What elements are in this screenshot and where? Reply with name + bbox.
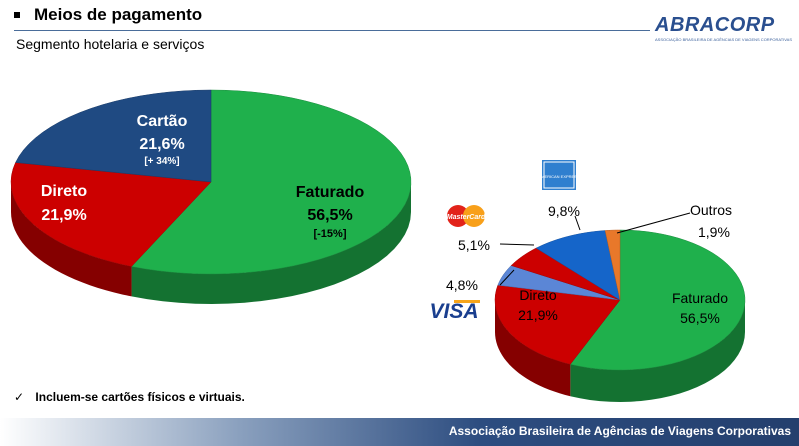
title-rule (14, 30, 650, 31)
right-pie-top (494, 229, 746, 371)
right-pie-side (495, 300, 745, 402)
right-value-outros: 1,9% (698, 224, 730, 240)
footnote: ✓ Incluem-se cartões físicos e virtuais. (14, 390, 245, 404)
left-pie-slice-2 (15, 89, 212, 183)
right-label-outros: Outros (690, 202, 732, 218)
right-value-mastercard: 5,1% (458, 237, 490, 253)
square-bullet-icon (14, 12, 20, 18)
right-pie-side-0 (570, 300, 745, 402)
left-pie-slice-1 (10, 162, 212, 267)
page-subtitle: Segmento hotelaria e serviços (16, 36, 205, 52)
footnote-text: Incluem-se cartões físicos e virtuais. (35, 390, 245, 404)
left-pie-slice-0 (131, 89, 412, 275)
footer-text: Associação Brasileira de Agências de Via… (448, 424, 791, 438)
page-title: Meios de pagamento (34, 5, 203, 24)
left-label-direto: Direto (41, 183, 87, 200)
left-pie-side-0 (131, 182, 411, 304)
logo-text: ABRACORP (655, 14, 775, 36)
right-pie-slice-2 (497, 265, 621, 301)
right-pie-slice-5 (604, 229, 621, 301)
left-value-faturado: 56,5% (307, 207, 352, 224)
right-label-direto: Direto (519, 287, 557, 303)
visa-logo: VISA (429, 300, 480, 323)
footer-bar: Associação Brasileira de Agências de Via… (0, 418, 799, 446)
left-value-cartao: 21,6% (139, 136, 184, 153)
pie-chart-right: Faturado 56,5% Direto 21,9% Outros 1,9% … (429, 160, 746, 402)
left-pie-side-1 (11, 182, 132, 297)
right-pie-slice-0 (569, 229, 746, 371)
amex-logo-text: AMERICAN EXPRESS (538, 174, 579, 179)
left-value-direto: 21,9% (41, 207, 86, 224)
right-pie-side-1 (495, 300, 571, 397)
mastercard-logo: MasterCard (447, 205, 486, 227)
left-change-cartao: [+ 34%] (144, 156, 179, 167)
leader-line-outros (616, 212, 691, 234)
left-label-faturado: Faturado (296, 184, 365, 201)
leader-line-visa (499, 269, 515, 286)
right-pie-slice-4 (535, 230, 621, 301)
right-value-amex: 9,8% (548, 203, 580, 219)
left-pie-top (10, 89, 412, 275)
title-row: Meios de pagamento (14, 5, 202, 25)
pie-chart-left: Cartão 21,6% [+ 34%] Direto 21,9% Fatura… (10, 89, 412, 304)
right-label-faturado: Faturado (672, 290, 728, 306)
logo-subtext: ASSOCIAÇÃO BRASILEIRA DE AGÊNCIAS DE VIA… (655, 37, 792, 42)
checkmark-icon: ✓ (14, 390, 25, 404)
left-change-faturado: [-15%] (313, 228, 346, 240)
right-pie-slice-1 (494, 284, 621, 365)
abracorp-logo: ABRACORP ASSOCIAÇÃO BRASILEIRA DE AGÊNCI… (655, 14, 795, 50)
right-pie-slice-3 (510, 247, 621, 301)
right-value-faturado: 56,5% (680, 310, 720, 326)
leader-line-amex (574, 215, 581, 231)
left-label-cartao: Cartão (137, 113, 188, 130)
mastercard-logo-text: MasterCard (447, 214, 486, 221)
right-value-direto: 21,9% (518, 307, 558, 323)
visa-logo-text: VISA (429, 300, 478, 323)
right-value-visa: 4,8% (446, 277, 478, 293)
left-pie-side (11, 182, 411, 304)
leader-line-mastercard (499, 243, 535, 246)
amex-logo: AMERICAN EXPRESS (538, 160, 580, 190)
